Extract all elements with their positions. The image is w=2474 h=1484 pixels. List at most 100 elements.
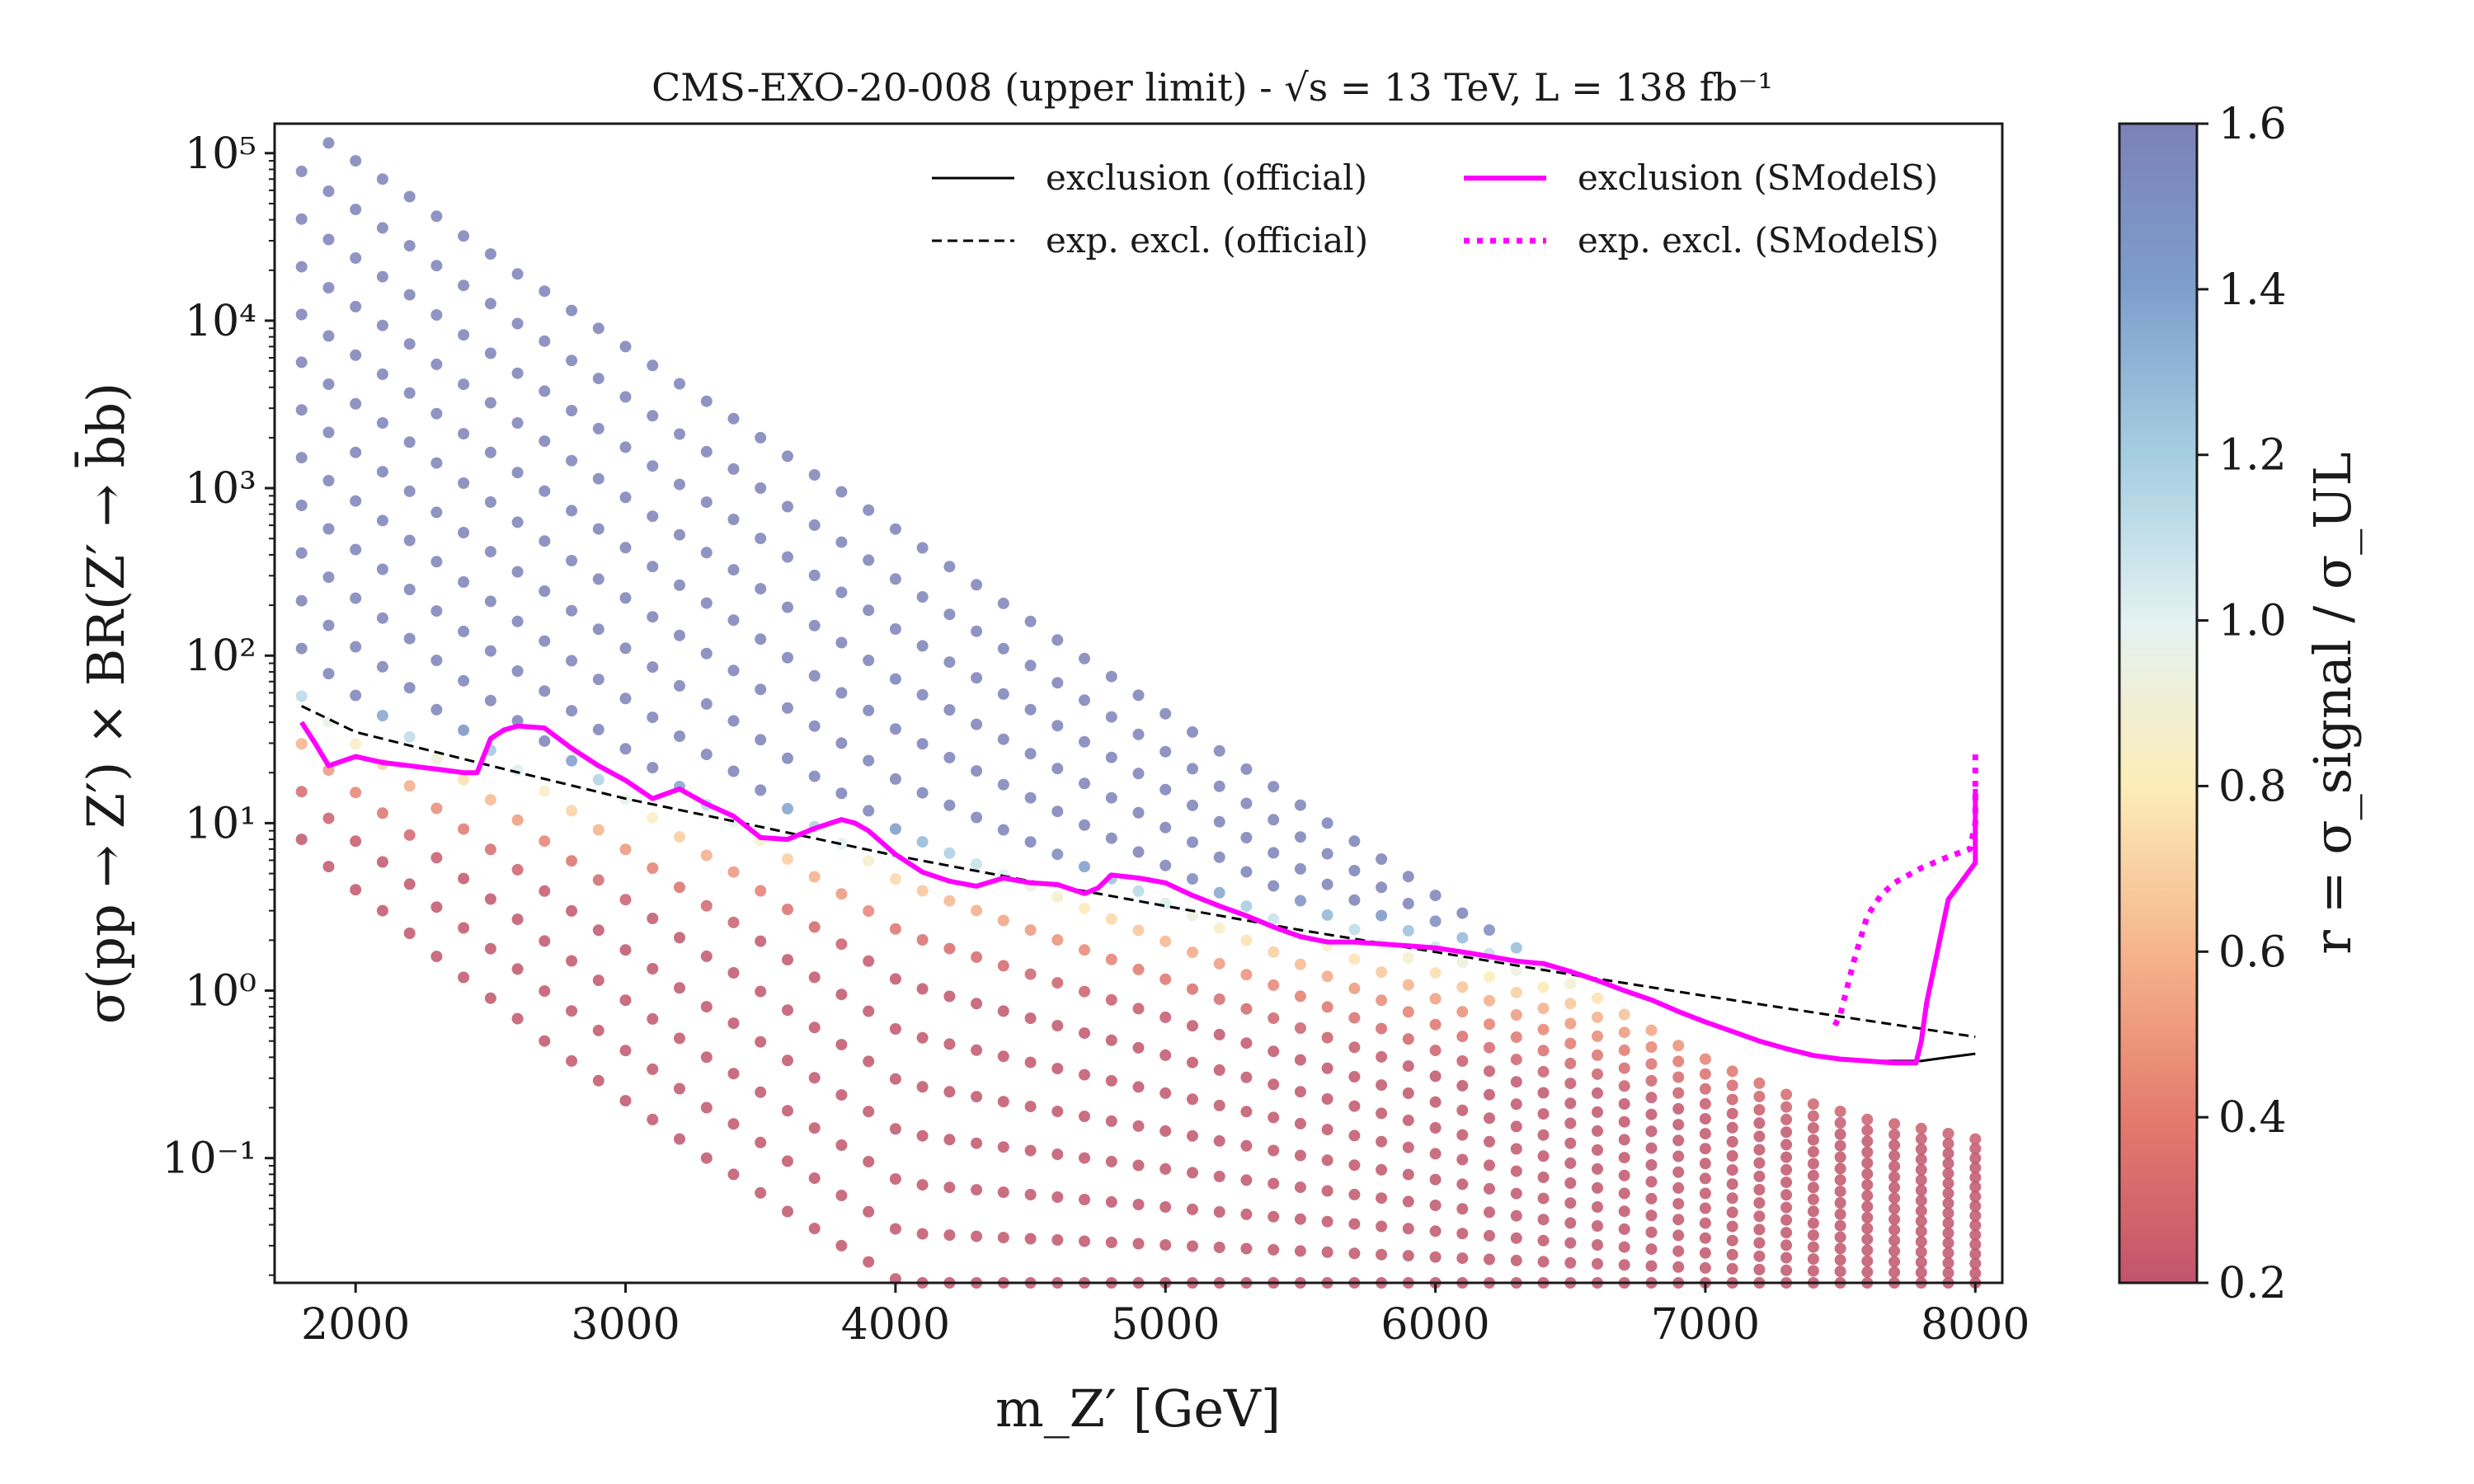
scatter-point [835,1139,848,1151]
scatter-point [430,210,443,223]
scatter-point [1699,1202,1711,1214]
scatter-point [403,632,416,645]
scatter-point [1079,694,1090,707]
scatter-point [647,611,659,623]
scatter-point [484,942,496,955]
scatter-point [1537,1214,1550,1226]
scatter-point [835,1190,848,1201]
scatter-point [1187,1167,1198,1179]
scatter-point [727,1068,740,1080]
scatter-point [1051,805,1064,818]
scatter-point [1942,1247,1954,1259]
scatter-point [1807,1181,1819,1194]
scatter-point [889,1073,901,1085]
scatter-point [1159,745,1172,758]
scatter-point [403,534,416,547]
scatter-point [674,982,685,994]
scatter-point [511,615,524,627]
scatter-point [1753,1197,1766,1209]
scatter-point [1753,1210,1766,1223]
scatter-point [403,240,416,252]
scatter-point [1268,1210,1280,1223]
scatter-point [1402,871,1414,883]
scatter-point [1376,1022,1388,1035]
scatter-point [1834,1266,1846,1278]
scatter-point [1753,1184,1766,1195]
scatter-point [1321,1185,1333,1197]
scatter-point [1753,1157,1766,1169]
scatter-point [1969,1267,1982,1280]
scatter-point [592,523,604,535]
scatter-point [1537,1234,1550,1247]
scatter-point [376,612,388,624]
x-tick-label: 5000 [1111,1300,1220,1350]
x-axis-label: m_Z′ [GeV] [995,1378,1281,1439]
scatter-point [1969,1228,1982,1241]
scatter-point [916,934,929,946]
scatter-point [511,863,524,876]
scatter-point [1780,1151,1793,1163]
scatter-point [1213,886,1225,899]
scatter-point [1672,1245,1685,1257]
scatter-point [1213,1206,1225,1218]
scatter-point [700,445,713,458]
scatter-point [1105,913,1117,925]
scatter-point [700,849,713,862]
x-tick-label: 3000 [571,1300,680,1350]
scatter-point [1429,1070,1442,1082]
scatter-point [782,1105,793,1117]
scatter-point [1726,1192,1738,1205]
scatter-point [1159,707,1172,720]
scatter-point [376,514,388,527]
scatter-point [889,773,901,785]
scatter-point [1187,799,1198,811]
scatter-point [1132,1003,1145,1015]
scatter-point [1024,703,1037,716]
scatter-point [350,204,362,215]
scatter-point [1645,1209,1658,1222]
scatter-point [511,317,524,330]
scatter-point [674,579,685,591]
scatter-point [782,651,793,664]
scatter-point [1213,1242,1225,1253]
scatter-point [1834,1208,1846,1220]
scatter-point [971,811,983,824]
scatter-point [1618,1098,1630,1110]
scatter-point [835,737,848,749]
x-tick-label: 7000 [1651,1300,1760,1350]
scatter-point [403,289,416,301]
scatter-point [916,1179,929,1191]
scatter-point [1618,1187,1630,1200]
scatter-point [1348,835,1361,848]
scatter-point [566,1005,578,1017]
scatter-point [1807,1158,1819,1170]
scatter-point [1888,1245,1901,1257]
scatter-point [647,1012,659,1025]
scatter-point [943,561,956,573]
scatter-point [674,378,685,390]
scatter-point [1672,1119,1685,1131]
scatter-point [1051,677,1064,689]
scatter-point [1834,1254,1846,1266]
scatter-point [1159,1239,1172,1251]
colorbar-label: r = σ_signal / σ_UL [2302,452,2363,954]
scatter-point [619,592,632,604]
scatter-point [1861,1125,1874,1137]
scatter-point [1780,1113,1793,1125]
scatter-point [295,738,308,750]
scatter-point [1484,1159,1495,1172]
scatter-point [971,904,983,917]
scatter-point [1672,1214,1685,1226]
scatter-point [1699,1232,1711,1244]
scatter-point [782,500,793,513]
scatter-point [1402,1033,1414,1045]
scatter-point [1051,848,1064,861]
scatter-point [1915,1122,1927,1134]
scatter-point [1268,1243,1280,1256]
scatter-point [1024,1233,1037,1245]
scatter-point [539,885,551,897]
scatter-point [1187,946,1198,959]
scatter-point [889,973,901,985]
scatter-point [1942,1266,1954,1279]
scatter-point [889,623,901,635]
